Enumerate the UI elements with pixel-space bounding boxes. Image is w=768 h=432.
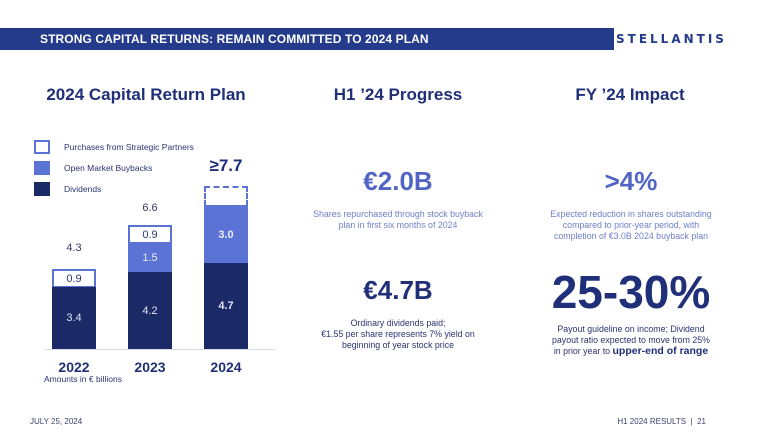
segment-strategic-partners: 0.9 <box>52 269 96 288</box>
stellantis-logo: STELLANTIS <box>598 29 727 49</box>
kpi-share-reduction: >4% Expected reduction in shares outstan… <box>526 166 736 242</box>
kpi-description: Expected reduction in shares outstanding… <box>550 209 712 241</box>
kpi-shares-repurchased: €2.0B Shares repurchased through stock b… <box>296 166 500 231</box>
emphasis-text: upper-end of range <box>612 345 709 357</box>
legend-item-dividends: Dividends <box>34 178 194 199</box>
kpi-value: €2.0B <box>363 166 433 196</box>
legend-item-strategic-partners: Purchases from Strategic Partners <box>34 136 194 157</box>
chart-legend: Purchases from Strategic Partners Open M… <box>34 136 194 199</box>
legend-item-open-market-buybacks: Open Market Buybacks <box>34 157 194 178</box>
units-note: Amounts in € billions <box>44 374 122 384</box>
total-2023: 6.6 <box>142 202 158 214</box>
year-label-2022: 2022 <box>58 359 90 375</box>
fy-impact-title: FY ’24 Impact <box>575 85 685 104</box>
bar-2022: 0.9 3.4 <box>52 150 96 350</box>
kpi-description: Payout guideline on income; Dividend pay… <box>552 324 710 357</box>
capital-return-bar-chart: 4.3 0.9 3.4 2022 6.6 0.9 1.5 4.2 2023 ≥7… <box>40 150 280 375</box>
logo-text: STELLANTIS <box>616 32 727 46</box>
kpi-value: €4.7B <box>363 275 433 305</box>
kpi-value: 25-30% <box>551 266 711 318</box>
title-banner: STRONG CAPITAL RETURNS: REMAIN COMMITTED… <box>0 28 614 50</box>
segment-dividends: 4.2 <box>128 272 172 349</box>
bar-2023: 0.9 1.5 4.2 <box>128 150 172 350</box>
kpi-value: >4% <box>604 166 658 196</box>
capital-return-plan-title: 2024 Capital Return Plan <box>46 85 246 104</box>
year-label-2024: 2024 <box>210 359 242 375</box>
total-2022: 4.3 <box>66 242 82 254</box>
kpi-description: Ordinary dividends paid; €1.55 per share… <box>321 318 475 350</box>
segment-dividends: 3.4 <box>52 287 96 349</box>
legend-swatch <box>34 181 50 196</box>
segment-open-market-buybacks: 1.5 <box>128 243 172 273</box>
bar-2024: 3.0 4.7 <box>204 150 248 350</box>
kpi-description: Shares repurchased through stock buyback… <box>313 209 483 230</box>
kpi-payout-guideline: 25-30% Payout guideline on income; Divid… <box>516 266 746 357</box>
segment-strategic-partners: 0.9 <box>128 225 172 244</box>
segment-dashed-placeholder <box>204 186 248 206</box>
year-label-2023: 2023 <box>134 359 166 375</box>
segment-dividends: 4.7 <box>204 263 248 349</box>
footer-page-info: H1 2024 RESULTS | 21 <box>617 417 706 426</box>
segment-open-market-buybacks: 3.0 <box>204 205 248 264</box>
h1-progress-title: H1 ’24 Progress <box>333 85 463 104</box>
total-2024: ≥7.7 <box>209 156 243 175</box>
logo-dots-icon <box>598 29 612 49</box>
slide-title: STRONG CAPITAL RETURNS: REMAIN COMMITTED… <box>40 32 429 46</box>
chart-baseline <box>45 349 275 350</box>
footer-date: JULY 25, 2024 <box>30 417 83 426</box>
kpi-dividends-paid: €4.7B Ordinary dividends paid; €1.55 per… <box>296 275 500 351</box>
legend-swatch <box>34 160 50 175</box>
legend-swatch <box>34 139 50 154</box>
